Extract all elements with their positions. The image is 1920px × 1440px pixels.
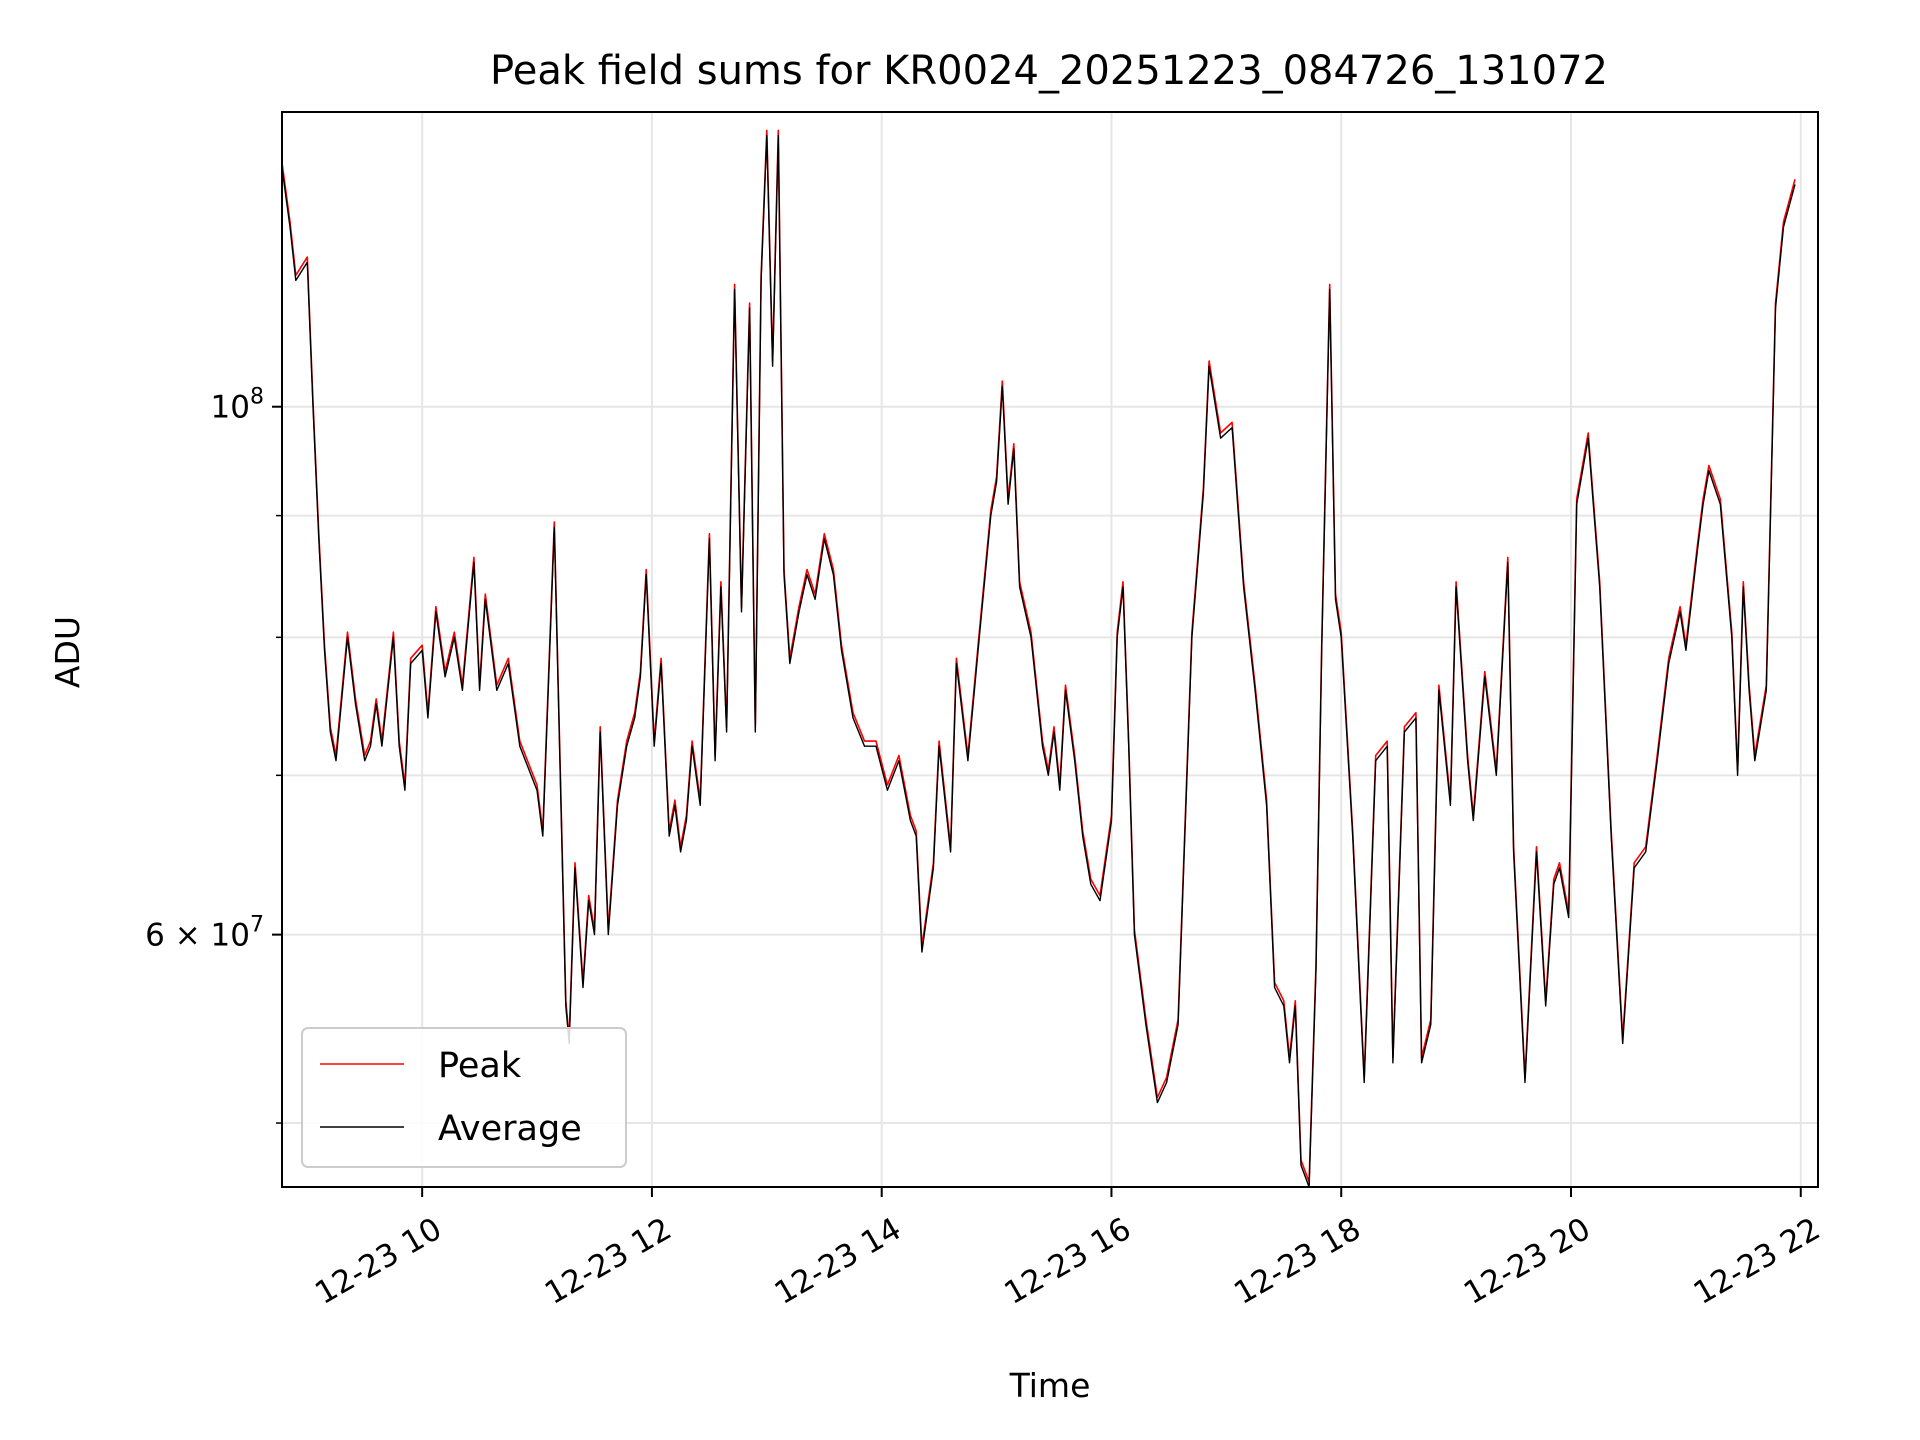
x-axis-title: Time bbox=[1009, 1366, 1091, 1405]
series-line-average bbox=[282, 134, 1796, 1187]
grid bbox=[282, 112, 1818, 1187]
chart-title: Peak field sums for KR0024_20251223_0847… bbox=[490, 48, 1608, 94]
legend-average-label: Average bbox=[438, 1109, 582, 1149]
plot-frame bbox=[281, 111, 1819, 1188]
legend: Peak Average bbox=[301, 1027, 627, 1168]
series-lines bbox=[282, 129, 1796, 1187]
y-tick-label: 6 × 107 bbox=[145, 913, 264, 954]
y-axis-title: ADU bbox=[48, 616, 87, 688]
y-tick-label: 108 bbox=[211, 385, 264, 426]
legend-box bbox=[301, 1027, 627, 1168]
y-axis-ticks: 6 × 107 108 bbox=[145, 385, 282, 1124]
legend-peak-label: Peak bbox=[438, 1046, 522, 1086]
